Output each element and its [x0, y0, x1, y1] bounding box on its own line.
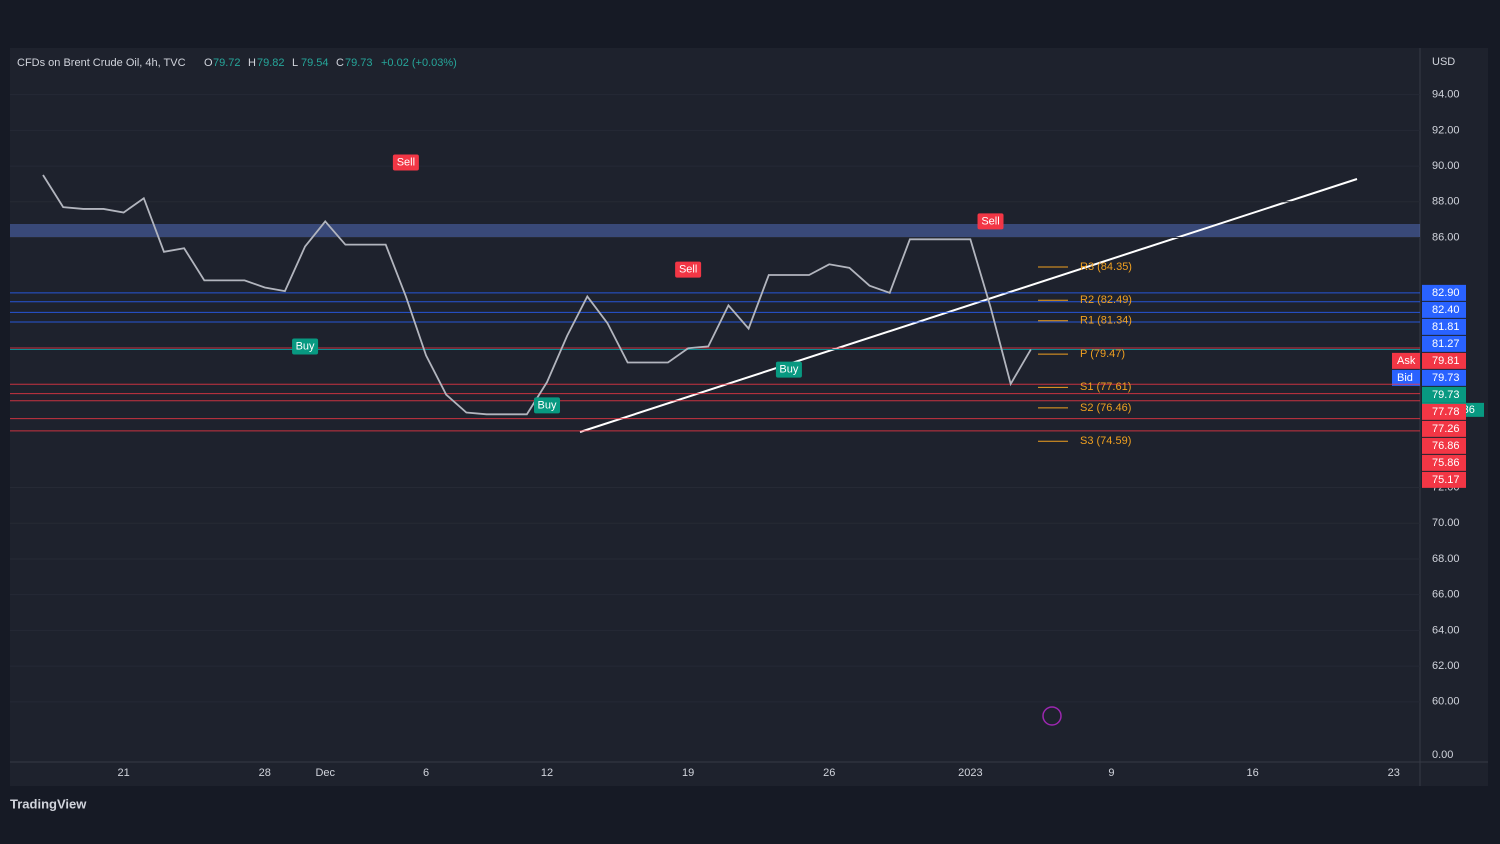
- pivot-label: S2 (76.46): [1080, 402, 1131, 414]
- signal-label: Buy: [538, 399, 557, 411]
- change: +0.02 (+0.03%): [381, 57, 457, 69]
- price-tag: Ask: [1397, 355, 1416, 367]
- price-label-box: [1422, 386, 1466, 403]
- x-tick-label: 19: [682, 767, 694, 779]
- y-tick-label: 88.00: [1432, 196, 1460, 208]
- ohlc-value: 79.72: [213, 57, 241, 69]
- currency-label: USD: [1432, 56, 1455, 68]
- price-label-box: [1422, 352, 1466, 369]
- ohlc-key: O: [204, 57, 213, 69]
- y-tick-label: 92.00: [1432, 124, 1460, 136]
- signal-marker: [292, 338, 319, 355]
- x-tick-label: 28: [259, 767, 271, 779]
- price-label: 82.40: [1432, 304, 1460, 316]
- price-label: 75.86: [1432, 457, 1460, 469]
- signal-marker: [392, 154, 419, 171]
- price-label-box: [1422, 284, 1466, 301]
- y-tick-label: 66.00: [1432, 589, 1460, 601]
- ohlc-key: H: [248, 57, 256, 69]
- pivot-label: S3 (74.59): [1080, 435, 1131, 447]
- price-label: 81.27: [1432, 338, 1460, 350]
- brand[interactable]: TradingView: [10, 796, 87, 811]
- symbol-title: CFDs on Brent Crude Oil, 4h, TVC: [17, 57, 186, 69]
- y-tick-label: 70.00: [1432, 517, 1460, 529]
- x-tick-label: 12: [541, 767, 553, 779]
- price-label-box: [1422, 454, 1466, 471]
- signal-label: Buy: [779, 364, 798, 376]
- pivot-label: R1 (81.34): [1080, 315, 1132, 327]
- x-tick-label: 26: [823, 767, 835, 779]
- x-tick-label: 9: [1108, 767, 1114, 779]
- chart-panel: [10, 48, 1488, 786]
- price-label-box: [1422, 335, 1466, 352]
- signal-marker: [977, 213, 1004, 230]
- alert-icon[interactable]: [1042, 706, 1062, 726]
- signal-marker: [675, 261, 702, 278]
- signal-label: Sell: [397, 156, 415, 168]
- price-label: 77.26: [1432, 423, 1460, 435]
- price-tag-box: [1392, 352, 1420, 369]
- resistance-zone: [10, 224, 1420, 238]
- ohlc-value: 79.73: [345, 57, 373, 69]
- price-label: 81.81: [1432, 321, 1460, 333]
- y-tick-label: 0.00: [1432, 749, 1453, 761]
- x-tick-label: 16: [1246, 767, 1258, 779]
- y-tick-label: 64.00: [1432, 624, 1460, 636]
- y-tick-label: 68.00: [1432, 553, 1460, 565]
- price-label-box: [1422, 471, 1466, 488]
- ohlc-value: 79.54: [301, 57, 329, 69]
- price-label-box: [1422, 301, 1466, 318]
- price-label: 79.73: [1432, 372, 1460, 384]
- y-tick-label: 90.00: [1432, 160, 1460, 172]
- price-label: 77.78: [1432, 406, 1460, 418]
- x-tick-label: Dec: [315, 767, 335, 779]
- x-tick-label: 6: [423, 767, 429, 779]
- y-tick-label: 60.00: [1432, 696, 1460, 708]
- price-tag: Bid: [1397, 372, 1413, 384]
- x-tick-label: 23: [1388, 767, 1400, 779]
- ohlc-key: L: [292, 57, 298, 69]
- y-tick-label: 86.00: [1432, 231, 1460, 243]
- ohlc-key: C: [336, 57, 344, 69]
- pivot-label: S1 (77.61): [1080, 381, 1131, 393]
- price-label: 79.73: [1432, 389, 1460, 401]
- ohlc-value: 79.82: [257, 57, 285, 69]
- signal-marker: [534, 397, 560, 414]
- price-label: 82.90: [1432, 287, 1460, 299]
- y-tick-label: 94.00: [1432, 89, 1460, 101]
- signal-marker: [775, 361, 802, 378]
- y-tick-label: 62.00: [1432, 660, 1460, 672]
- price-label-box: [1422, 420, 1466, 437]
- trendline: [579, 178, 1358, 433]
- price-label: 75.17: [1432, 474, 1460, 486]
- price-label: 76.86: [1432, 440, 1460, 452]
- pivot-label: R2 (82.49): [1080, 294, 1132, 306]
- x-tick-label: 2023: [958, 767, 982, 779]
- x-tick-label: 21: [118, 767, 130, 779]
- price-tag-box: [1392, 369, 1420, 386]
- signal-label: Sell: [981, 215, 999, 227]
- signal-label: Buy: [296, 340, 315, 352]
- price-label: 79.81: [1432, 355, 1460, 367]
- price-label-box: [1422, 369, 1466, 386]
- pivot-label: R3 (84.35): [1080, 261, 1132, 273]
- price-label-box: [1422, 437, 1466, 454]
- price-label-box: [1422, 318, 1466, 335]
- pivot-label: P (79.47): [1080, 348, 1125, 360]
- price-label-box: [1422, 403, 1466, 420]
- signal-label: Sell: [679, 264, 697, 276]
